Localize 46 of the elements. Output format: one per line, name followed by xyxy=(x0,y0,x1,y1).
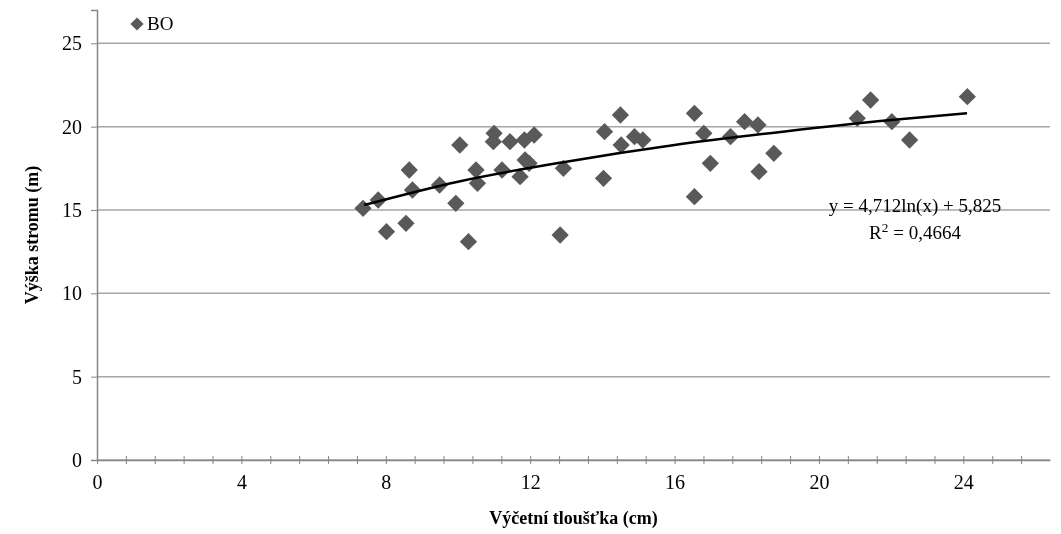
x-axis-title: Výčetní tloušťka (cm) xyxy=(489,508,658,529)
x-tick-label: 20 xyxy=(809,471,830,493)
point xyxy=(377,223,396,241)
y-tick-label: 15 xyxy=(62,198,82,221)
point xyxy=(958,88,976,106)
annotation: y = 4,712ln(x) + 5,825 xyxy=(828,195,1002,217)
point xyxy=(612,136,630,154)
point xyxy=(501,133,519,151)
x-tick-label: 16 xyxy=(665,471,686,493)
point xyxy=(451,136,469,154)
point xyxy=(765,144,783,162)
y-tick-label: 25 xyxy=(62,32,82,55)
point xyxy=(551,226,569,244)
x-tick-label: 12 xyxy=(520,471,541,493)
x-tick-label: 0 xyxy=(92,471,103,493)
y-tick-label: 10 xyxy=(62,282,82,305)
point xyxy=(611,106,630,124)
point xyxy=(861,91,880,109)
point xyxy=(685,188,704,206)
point xyxy=(447,194,465,212)
point xyxy=(467,161,485,179)
point xyxy=(554,159,573,177)
point xyxy=(595,123,614,141)
x-tick-label: 4 xyxy=(236,471,247,493)
point xyxy=(459,233,478,251)
point xyxy=(354,199,372,217)
x-tick-label: 8 xyxy=(381,471,392,493)
point xyxy=(735,113,754,131)
point xyxy=(525,126,543,144)
point xyxy=(900,131,919,149)
point xyxy=(750,163,768,181)
point xyxy=(594,169,613,187)
legend-label: BO xyxy=(147,13,174,34)
x-tick-label: 24 xyxy=(953,471,974,493)
point xyxy=(695,124,713,142)
annotation: R$^{2}$ = 0,4664 xyxy=(869,219,962,243)
y-tick-label: 0 xyxy=(72,448,82,471)
point xyxy=(685,104,704,122)
y-tick-label: 5 xyxy=(72,365,82,388)
y-axis-title: Výška stromu (m) xyxy=(22,165,43,305)
point xyxy=(701,154,719,172)
y-tick-label: 20 xyxy=(62,115,82,138)
point xyxy=(749,116,767,134)
point xyxy=(400,161,418,179)
point xyxy=(511,168,529,186)
point xyxy=(397,214,415,232)
